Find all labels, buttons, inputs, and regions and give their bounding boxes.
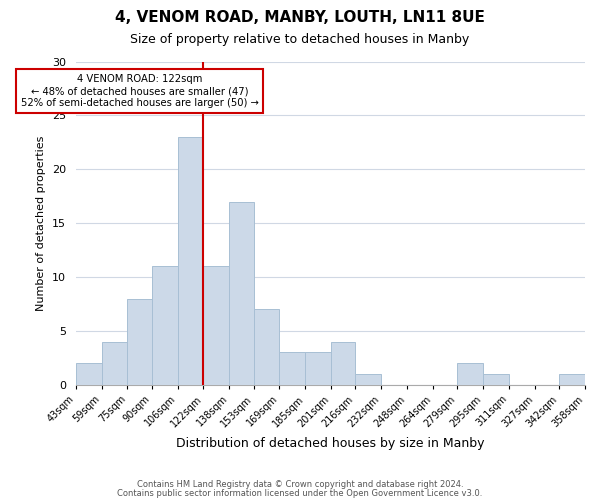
Bar bbox=[178, 137, 203, 384]
X-axis label: Distribution of detached houses by size in Manby: Distribution of detached houses by size … bbox=[176, 437, 485, 450]
Bar bbox=[203, 266, 229, 384]
Bar bbox=[483, 374, 509, 384]
Bar bbox=[305, 352, 331, 384]
Bar bbox=[331, 342, 355, 384]
Bar bbox=[76, 363, 101, 384]
Bar bbox=[559, 374, 585, 384]
Bar bbox=[280, 352, 305, 384]
Text: 4, VENOM ROAD, MANBY, LOUTH, LN11 8UE: 4, VENOM ROAD, MANBY, LOUTH, LN11 8UE bbox=[115, 10, 485, 25]
Bar bbox=[127, 298, 152, 384]
Bar bbox=[229, 202, 254, 384]
Bar bbox=[457, 363, 483, 384]
Bar bbox=[152, 266, 178, 384]
Bar bbox=[101, 342, 127, 384]
Text: Contains public sector information licensed under the Open Government Licence v3: Contains public sector information licen… bbox=[118, 488, 482, 498]
Text: Size of property relative to detached houses in Manby: Size of property relative to detached ho… bbox=[130, 32, 470, 46]
Bar bbox=[254, 310, 280, 384]
Bar bbox=[355, 374, 381, 384]
Y-axis label: Number of detached properties: Number of detached properties bbox=[36, 136, 46, 311]
Text: Contains HM Land Registry data © Crown copyright and database right 2024.: Contains HM Land Registry data © Crown c… bbox=[137, 480, 463, 489]
Text: 4 VENOM ROAD: 122sqm
← 48% of detached houses are smaller (47)
52% of semi-detac: 4 VENOM ROAD: 122sqm ← 48% of detached h… bbox=[20, 74, 259, 108]
